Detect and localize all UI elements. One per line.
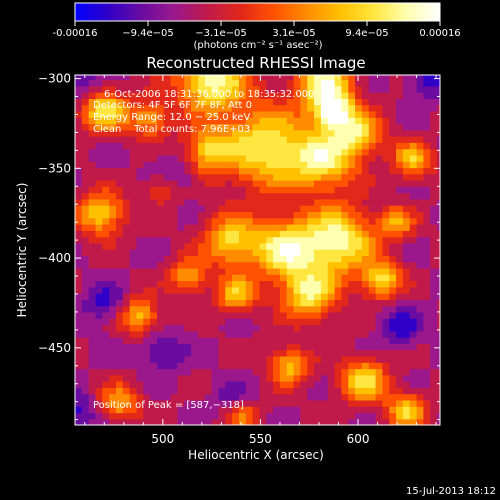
- annotation-time-range: 6-Oct-2006 18:31:36.000 to 18:35:32.000: [104, 89, 315, 100]
- x-tick-label: 500: [151, 432, 174, 446]
- x-tick-label: 550: [249, 432, 272, 446]
- y-tick-label: −350: [38, 161, 71, 175]
- y-tick-label: −300: [38, 72, 71, 86]
- chart-title: Reconstructed RHESSI Image: [146, 54, 365, 72]
- colorbar-tick-label: 3.1e−05: [272, 28, 315, 39]
- annotation-detectors: Detectors: 4F 5F 6F 7F 8F, Att 0: [93, 100, 252, 111]
- y-axis-label: Heliocentric Y (arcsec): [15, 183, 29, 318]
- timestamp: 15-Jul-2013 18:12: [406, 486, 496, 497]
- y-tick-label: −450: [38, 341, 71, 355]
- annotation-clean-counts: Clean Total counts: 7.96E+03: [93, 124, 250, 135]
- colorbar-tick-label: -0.00016: [53, 28, 98, 39]
- colorbar-tick-label: −3.1e−05: [195, 28, 247, 39]
- y-tick-label: −400: [38, 251, 71, 265]
- annotation-block: 6-Oct-2006 18:31:36.000 to 18:35:32.000 …: [93, 89, 315, 135]
- colorbar-tick-label: 0.00016: [419, 28, 460, 39]
- x-axis-label: Heliocentric X (arcsec): [188, 448, 324, 462]
- colorbar-units: (photons cm⁻² s⁻¹ asec⁻²): [193, 40, 322, 51]
- colorbar-tick-label: −9.4e−05: [122, 28, 174, 39]
- colorbar: -0.00016 −9.4e−05 −3.1e−05 3.1e−05 9.4e−05 0.…: [53, 2, 461, 51]
- peak-position-label: Position of Peak = [587,−318]: [93, 400, 244, 411]
- heatmap-image: [75, 75, 440, 425]
- x-tick-label: 600: [347, 432, 370, 446]
- plot-area: 500 550 600 −300 −350 −400 −450 6-Oct-2006 18:…: [38, 72, 441, 446]
- peak-marker: [330, 108, 335, 113]
- colorbar-tick-label: 9.4e−05: [345, 28, 388, 39]
- annotation-energy-range: Energy Range: 12.0 − 25.0 keV: [93, 112, 250, 123]
